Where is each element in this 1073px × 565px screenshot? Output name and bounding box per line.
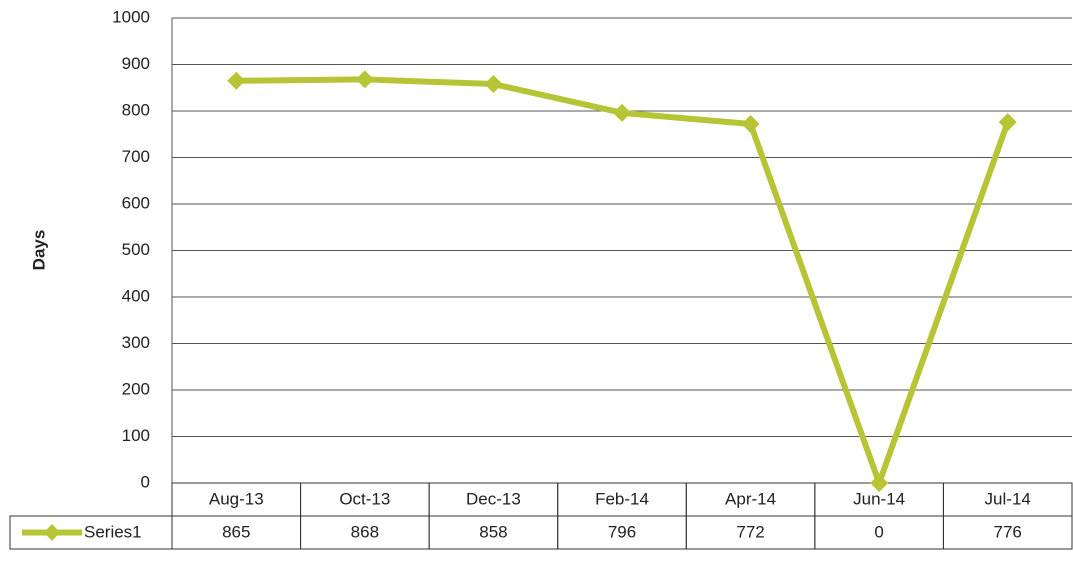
y-tick-label: 400 (122, 286, 150, 305)
table-value: 772 (736, 522, 764, 541)
x-tick-label: Jul-14 (985, 489, 1031, 508)
marker (355, 70, 374, 89)
x-tick-label: Apr-14 (725, 489, 776, 508)
y-tick-label: 200 (122, 379, 150, 398)
series-line (236, 76, 1011, 486)
marker (870, 474, 889, 492)
table-value: 0 (874, 522, 883, 541)
legend-marker (44, 524, 60, 541)
y-tick-label: 1000 (112, 7, 150, 26)
y-tick-label: 900 (122, 54, 150, 73)
marker (741, 115, 760, 134)
x-tick-label: Feb-14 (595, 489, 649, 508)
legend-label: Series1 (84, 522, 142, 541)
marker (484, 75, 503, 94)
y-tick-label: 700 (122, 147, 150, 166)
table-value: 796 (608, 522, 636, 541)
marker (613, 103, 631, 122)
x-tick-label: Dec-13 (466, 489, 521, 508)
y-tick-label: 600 (122, 193, 150, 212)
y-tick-label: 800 (122, 100, 150, 119)
table-value: 858 (479, 522, 507, 541)
x-tick-label: Aug-13 (209, 489, 264, 508)
y-tick-label: 0 (141, 472, 150, 491)
table-value: 776 (994, 522, 1022, 541)
y-tick-label: 300 (122, 333, 150, 352)
y-tick-label: 100 (122, 426, 150, 445)
marker (227, 71, 246, 90)
y-axis-label: Days (29, 230, 48, 271)
y-tick-label: 500 (122, 240, 150, 259)
table-cell (942, 515, 1073, 550)
table-value: 865 (222, 522, 250, 541)
marker (998, 113, 1017, 132)
table-value: 868 (351, 522, 379, 541)
x-tick-label: Oct-13 (339, 489, 390, 508)
x-tick-label: Jun-14 (853, 489, 905, 508)
